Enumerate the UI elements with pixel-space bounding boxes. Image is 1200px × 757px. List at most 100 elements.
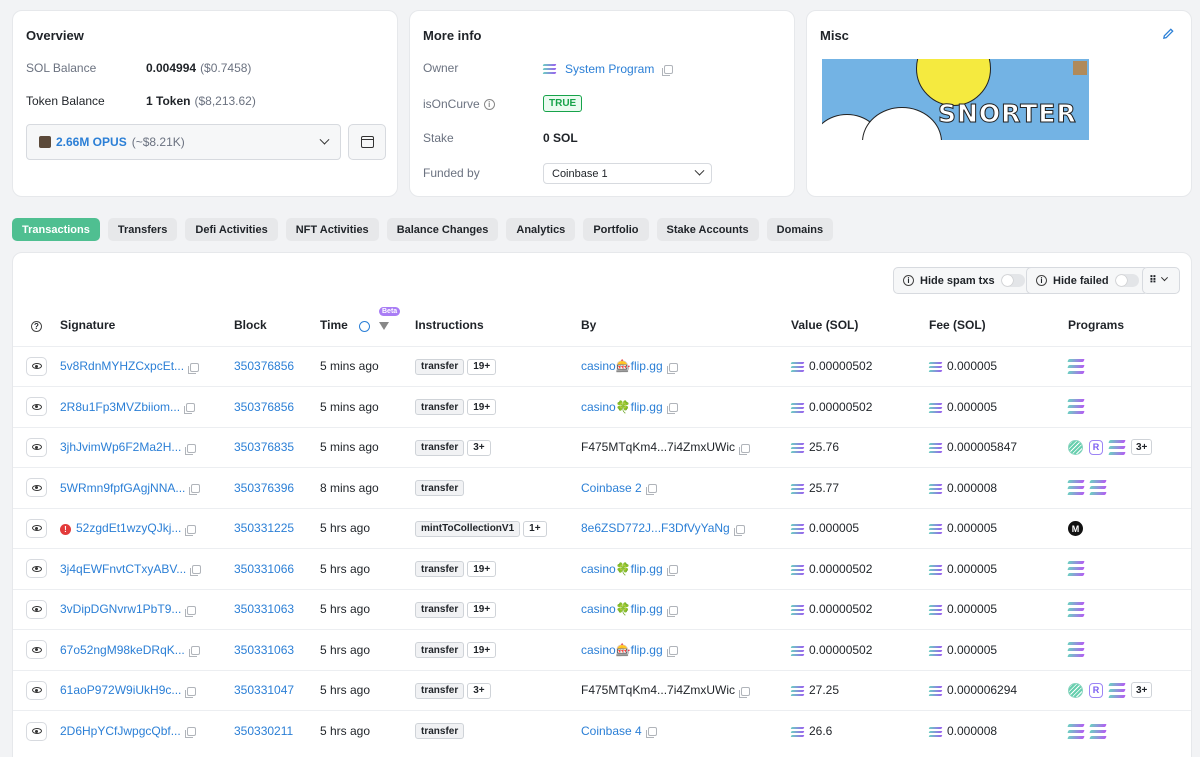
copy-icon[interactable]	[666, 605, 678, 617]
eye-icon[interactable]	[26, 437, 47, 457]
by-address[interactable]: Coinbase 2	[581, 480, 642, 495]
copy-icon[interactable]	[185, 686, 197, 698]
token-list-button[interactable]	[348, 124, 386, 160]
eye-icon[interactable]	[26, 559, 47, 579]
copy-icon[interactable]	[666, 646, 678, 658]
hide-failed-toggle[interactable]: i Hide failed	[1026, 267, 1149, 294]
copy-icon[interactable]	[666, 403, 678, 415]
instruction-more-badge[interactable]: 19+	[467, 399, 497, 415]
copy-icon[interactable]	[184, 403, 196, 415]
by-address[interactable]: 8e6ZSD772J...F3DfVyYaNg	[581, 521, 730, 536]
tab-transactions[interactable]: Transactions	[12, 218, 100, 241]
owner-value[interactable]: System Program	[542, 62, 674, 76]
column-settings-button[interactable]: ⠿	[1142, 267, 1180, 294]
block-link[interactable]: 350330211	[234, 724, 294, 738]
copy-icon[interactable]	[666, 362, 678, 374]
tab-nft-activities[interactable]: NFT Activities	[285, 218, 379, 241]
hide-spam-switch[interactable]	[1000, 274, 1025, 287]
eye-icon[interactable]	[26, 599, 47, 619]
signature-link[interactable]: 67o52ngM98keDRqK...	[60, 642, 185, 657]
signature-link[interactable]: 2D6HpYCfJwpgcQbf...	[60, 724, 181, 738]
programs-more-badge[interactable]: 3+	[1131, 682, 1153, 699]
signature-link[interactable]: 2R8u1Fp3MVZbiiom...	[60, 399, 181, 414]
copy-icon[interactable]	[662, 64, 674, 76]
tab-portfolio[interactable]: Portfolio	[583, 218, 649, 241]
instruction-badge[interactable]: transfer	[415, 561, 465, 577]
funded-by-select[interactable]: Coinbase 1	[543, 163, 712, 184]
eye-icon[interactable]	[26, 356, 47, 376]
instruction-badge[interactable]: transfer	[415, 358, 465, 375]
by-address[interactable]: casino🍀flip.gg	[581, 399, 663, 414]
copy-icon[interactable]	[188, 362, 200, 374]
instruction-badge[interactable]: transfer	[415, 682, 465, 699]
hide-failed-switch[interactable]	[1114, 274, 1139, 287]
programs-more-badge[interactable]: 3+	[1131, 439, 1153, 456]
block-link[interactable]: 350376396	[234, 480, 295, 495]
by-address[interactable]: Coinbase 4	[581, 724, 642, 738]
by-address[interactable]: F475MTqKm4...7i4ZmxUWic	[581, 440, 736, 455]
block-link[interactable]: 350331066	[234, 561, 295, 576]
copy-icon[interactable]	[185, 524, 197, 536]
eye-icon[interactable]	[26, 518, 47, 538]
instruction-more-badge[interactable]: 19+	[467, 561, 497, 577]
copy-icon[interactable]	[739, 686, 751, 698]
block-link[interactable]: 350331063	[234, 642, 295, 657]
block-link[interactable]: 350331225	[234, 521, 295, 536]
hide-spam-toggle[interactable]: i Hide spam txs	[893, 267, 1035, 294]
help-icon[interactable]: ?	[31, 321, 42, 333]
copy-icon[interactable]	[185, 605, 197, 617]
instruction-badge[interactable]: transfer	[415, 480, 465, 496]
by-address[interactable]: casino🍀flip.gg	[581, 602, 663, 617]
clock-icon[interactable]	[359, 320, 371, 332]
copy-icon[interactable]	[733, 524, 745, 536]
copy-icon[interactable]	[188, 646, 200, 658]
eye-icon[interactable]	[26, 478, 47, 498]
block-link[interactable]: 350376856	[234, 359, 295, 374]
block-link[interactable]: 350331047	[234, 683, 295, 698]
by-address[interactable]: F475MTqKm4...7i4ZmxUWic	[581, 683, 736, 698]
tab-stake-accounts[interactable]: Stake Accounts	[656, 218, 759, 241]
instruction-badge[interactable]: transfer	[415, 439, 465, 456]
block-link[interactable]: 350376856	[234, 399, 295, 414]
token-select[interactable]: 2.66M OPUS (~$8.21K)	[26, 124, 341, 160]
tab-analytics[interactable]: Analytics	[506, 218, 576, 241]
signature-link[interactable]: 5v8RdnMYHZCxpcEt...	[60, 359, 185, 374]
instruction-badge[interactable]: transfer	[415, 601, 465, 618]
copy-icon[interactable]	[190, 565, 202, 577]
copy-icon[interactable]	[645, 484, 657, 496]
by-address[interactable]: casino🎰flip.gg	[581, 359, 663, 374]
instruction-more-badge[interactable]: 19+	[467, 642, 497, 658]
copy-icon[interactable]	[189, 484, 201, 496]
eye-icon[interactable]	[26, 721, 47, 741]
owner-link[interactable]: System Program	[565, 62, 655, 76]
signature-link[interactable]: 5WRmn9fpfGAgjNNA...	[60, 480, 186, 495]
by-address[interactable]: casino🍀flip.gg	[581, 561, 663, 576]
by-address[interactable]: casino🎰flip.gg	[581, 642, 663, 657]
signature-link[interactable]: 61aoP972W9iUkH9c...	[60, 683, 182, 698]
copy-icon[interactable]	[666, 565, 678, 577]
instruction-more-badge[interactable]: 3+	[467, 682, 491, 699]
edit-pencil-icon[interactable]	[1162, 27, 1175, 40]
instruction-badge[interactable]: transfer	[415, 723, 465, 740]
copy-icon[interactable]	[739, 443, 751, 455]
block-link[interactable]: 350376835	[234, 440, 295, 455]
signature-link[interactable]: 3j4qEWFnvtCTxyABV...	[60, 561, 187, 576]
instruction-more-badge[interactable]: 19+	[467, 601, 497, 618]
signature-link[interactable]: 3vDipDGNvrw1PbT9...	[60, 602, 182, 617]
instruction-badge[interactable]: mintToCollectionV1	[415, 520, 521, 537]
copy-icon[interactable]	[185, 443, 197, 455]
eye-icon[interactable]	[26, 397, 47, 417]
block-link[interactable]: 350331063	[234, 602, 295, 617]
tab-transfers[interactable]: Transfers	[107, 218, 178, 241]
tab-defi-activities[interactable]: Defi Activities	[185, 218, 278, 241]
instruction-badge[interactable]: transfer	[415, 642, 465, 658]
filter-icon[interactable]	[379, 322, 390, 331]
copy-icon[interactable]	[184, 727, 196, 739]
instruction-more-badge[interactable]: 19+	[467, 358, 497, 375]
instruction-more-badge[interactable]: 1+	[523, 520, 547, 537]
instruction-more-badge[interactable]: 3+	[467, 439, 491, 456]
tab-domains[interactable]: Domains	[766, 218, 834, 241]
eye-icon[interactable]	[26, 640, 47, 660]
info-icon[interactable]: i	[483, 98, 495, 110]
tab-balance-changes[interactable]: Balance Changes	[386, 218, 499, 241]
